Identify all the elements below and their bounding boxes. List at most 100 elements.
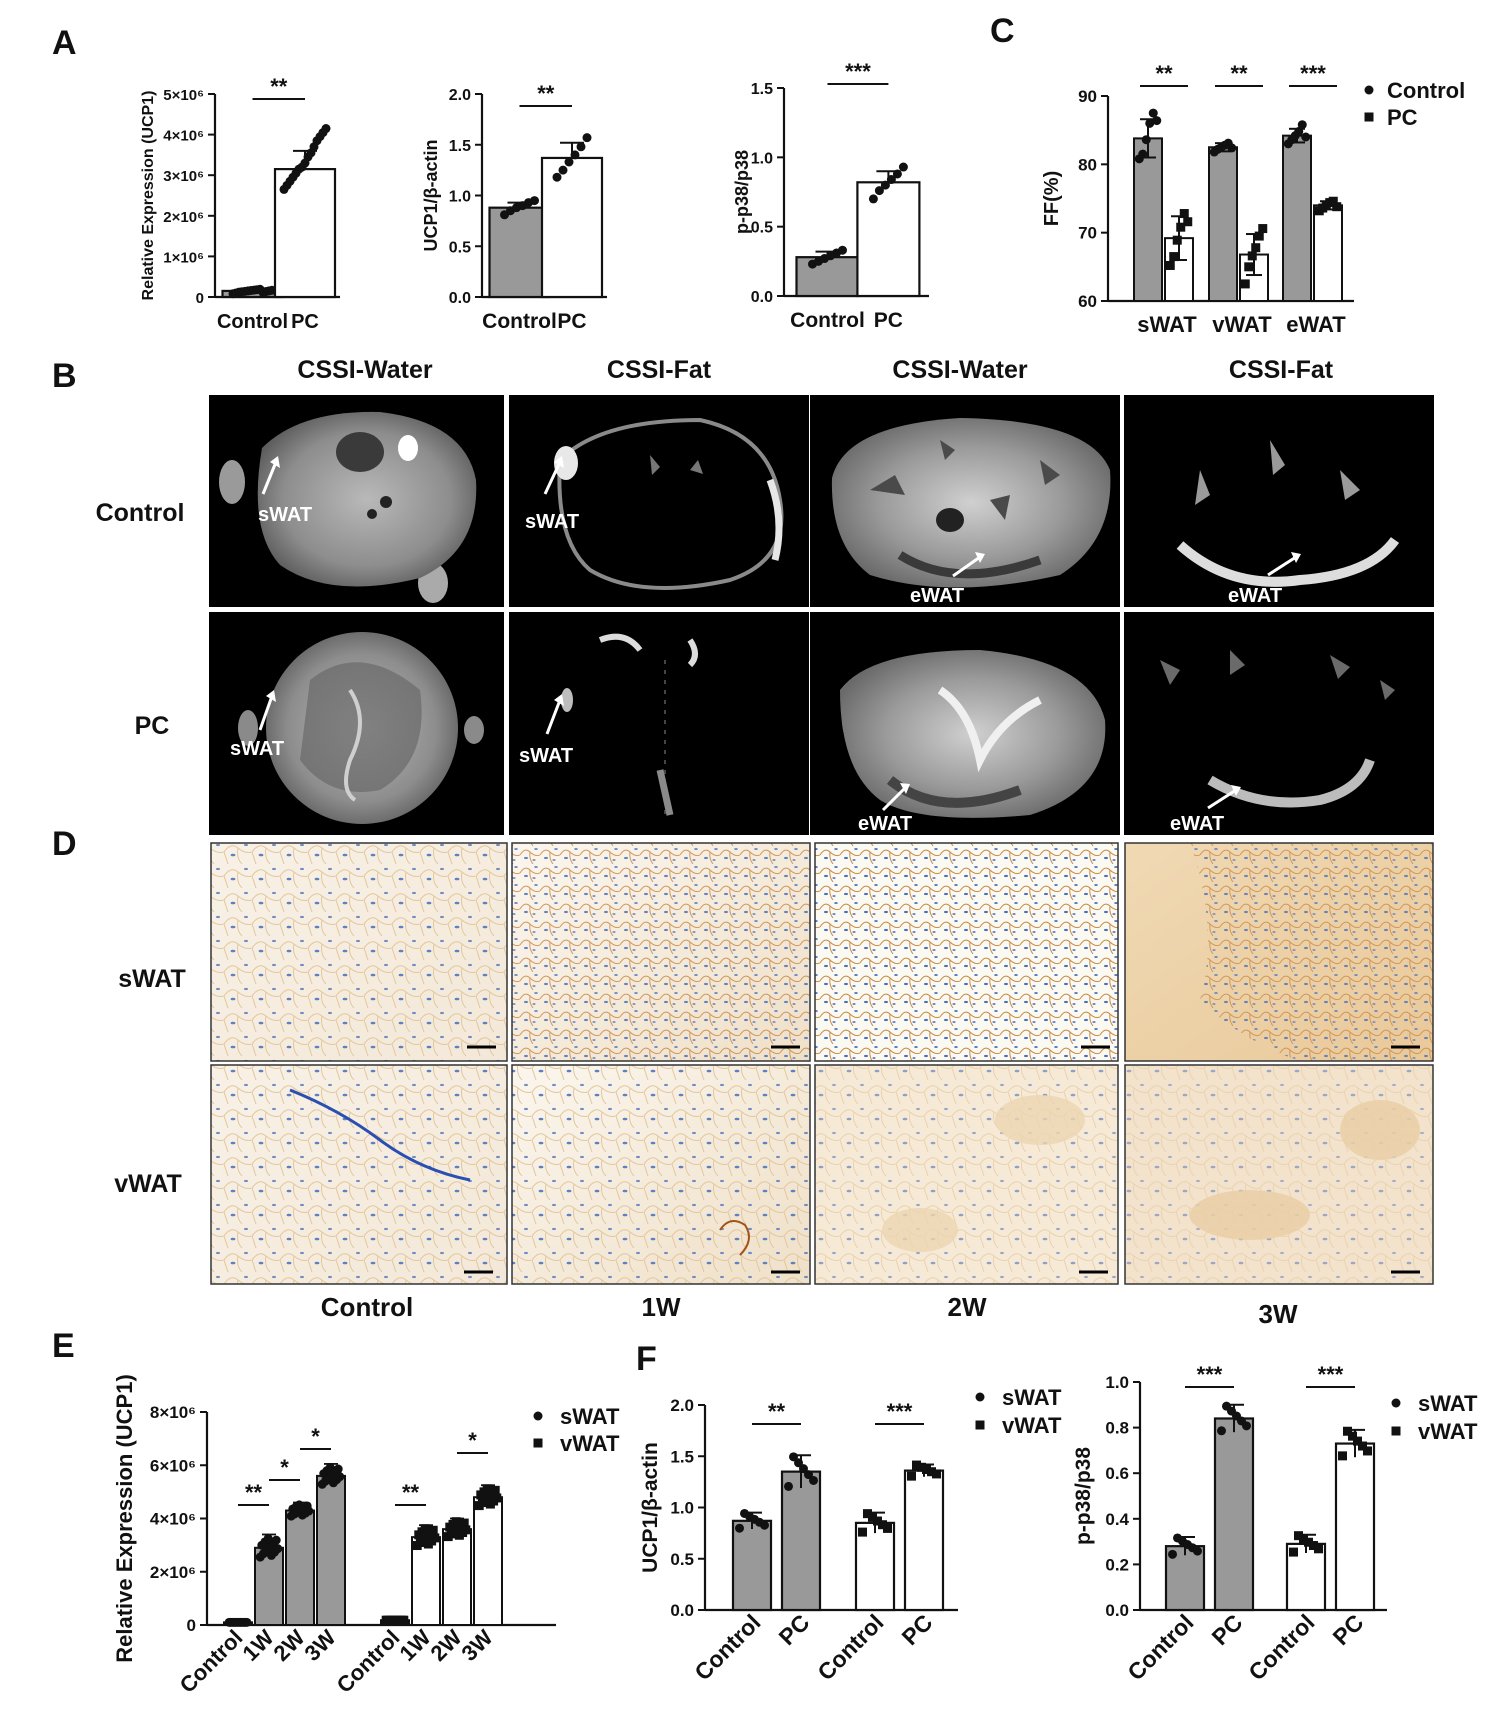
significance-label: *** xyxy=(845,59,871,84)
x-tick-label: Control xyxy=(175,1625,248,1698)
bar xyxy=(540,156,604,299)
data-point xyxy=(530,196,539,206)
significance-label: * xyxy=(280,1455,289,1480)
significance-label: ** xyxy=(402,1480,420,1505)
histology-row-label: sWAT xyxy=(118,965,186,993)
bar xyxy=(488,206,551,299)
data-point xyxy=(1299,1534,1308,1544)
mri-image: eWAT xyxy=(810,612,1120,835)
data-point xyxy=(430,1533,440,1543)
x-tick-label: Control xyxy=(1122,1609,1198,1685)
y-tick-label: 5×10⁶ xyxy=(163,87,204,104)
data-point xyxy=(1289,1547,1298,1557)
data-point xyxy=(1193,1546,1202,1556)
y-tick-label: 0 xyxy=(196,290,204,307)
x-tick-label: Control xyxy=(812,1609,888,1685)
data-point xyxy=(1294,127,1304,137)
data-point xyxy=(1364,85,1374,95)
significance-label: * xyxy=(311,1424,320,1449)
legend-label: vWAT xyxy=(1002,1413,1062,1438)
mri-row-label: Control xyxy=(96,499,185,527)
bar xyxy=(780,1470,822,1612)
data-point xyxy=(883,1523,892,1533)
significance-label: *** xyxy=(887,1399,913,1424)
data-point xyxy=(1141,135,1151,145)
mri-image: eWAT xyxy=(1124,612,1434,835)
x-tick-label: 3W xyxy=(300,1625,341,1666)
mri-image: eWAT xyxy=(810,395,1120,607)
data-point xyxy=(1348,1431,1357,1441)
data-point xyxy=(932,1469,941,1479)
significance-label: ** xyxy=(270,74,288,99)
y-tick-label: 0.5 xyxy=(449,239,471,256)
legend-label: vWAT xyxy=(1418,1419,1478,1444)
histology-image xyxy=(210,1064,508,1285)
legend-label: sWAT xyxy=(1418,1391,1478,1416)
bar xyxy=(473,1496,503,1626)
significance-label: ** xyxy=(245,1480,263,1505)
data-point xyxy=(809,1475,818,1485)
data-point xyxy=(1242,1421,1251,1431)
data-point xyxy=(335,1472,345,1482)
data-point xyxy=(399,1615,409,1625)
mri-annotation: sWAT xyxy=(230,738,284,760)
data-point xyxy=(1227,143,1237,153)
data-point xyxy=(1176,222,1186,232)
mri-column-label: CSSI-Fat xyxy=(1229,356,1334,384)
data-point xyxy=(898,162,908,172)
mri-annotation: eWAT xyxy=(1170,813,1224,835)
significance-label: *** xyxy=(1197,1362,1223,1387)
data-point xyxy=(838,245,847,255)
significance-label: * xyxy=(468,1428,477,1453)
data-point xyxy=(533,1411,543,1421)
x-tick-label: eWAT xyxy=(1286,312,1346,337)
bar xyxy=(903,1469,945,1612)
mri-column-label: CSSI-Water xyxy=(892,356,1027,384)
mri-annotation: sWAT xyxy=(525,511,579,533)
data-point xyxy=(461,1525,471,1535)
data-point xyxy=(1301,132,1311,142)
data-point xyxy=(1244,262,1254,272)
legend-label: sWAT xyxy=(560,1404,620,1429)
data-point xyxy=(868,194,878,204)
chart-e: 0 2×10⁶ 4×10⁶ 6×10⁶ 8×10⁶ Relative Expression… xyxy=(112,1374,620,1698)
data-point xyxy=(886,175,896,185)
histology-image xyxy=(511,842,811,1062)
data-point xyxy=(892,169,902,179)
legend-label: vWAT xyxy=(560,1431,620,1456)
data-point xyxy=(735,1523,744,1533)
x-tick-label: PC xyxy=(1207,1609,1248,1650)
data-point xyxy=(858,1527,867,1537)
data-point xyxy=(273,1544,283,1554)
y-axis-label: UCP1/β-actin xyxy=(639,1442,662,1573)
y-tick-label: 90 xyxy=(1078,87,1097,106)
y-axis-label: p-p38/p38 xyxy=(732,150,752,234)
bar xyxy=(795,256,860,298)
significance-label: *** xyxy=(1300,61,1326,86)
significance-label: ** xyxy=(1155,61,1173,86)
data-point xyxy=(1247,251,1257,261)
histology-image xyxy=(814,1064,1119,1285)
y-tick-label: 4×10⁶ xyxy=(163,128,204,145)
histology-image xyxy=(210,842,508,1062)
histology-column-label: 1W xyxy=(642,1292,681,1322)
x-tick-label: sWAT xyxy=(1137,312,1197,337)
data-point xyxy=(1294,1531,1303,1541)
data-point xyxy=(321,124,331,134)
mri-image: sWAT xyxy=(509,612,809,835)
y-tick-label: 3×10⁶ xyxy=(163,168,204,185)
data-point xyxy=(794,1458,803,1468)
data-point xyxy=(482,1484,492,1494)
legend-label: sWAT xyxy=(1002,1385,1062,1410)
y-tick-label: 2×10⁶ xyxy=(150,1563,196,1582)
mri-image: eWAT xyxy=(1124,395,1434,607)
histology-image xyxy=(511,1064,811,1285)
data-point xyxy=(492,1493,502,1503)
mri-image: sWAT xyxy=(209,395,504,607)
data-point xyxy=(490,1485,500,1495)
bar xyxy=(316,1474,346,1627)
mri-annotation: sWAT xyxy=(258,504,312,526)
data-point xyxy=(1217,1426,1226,1436)
